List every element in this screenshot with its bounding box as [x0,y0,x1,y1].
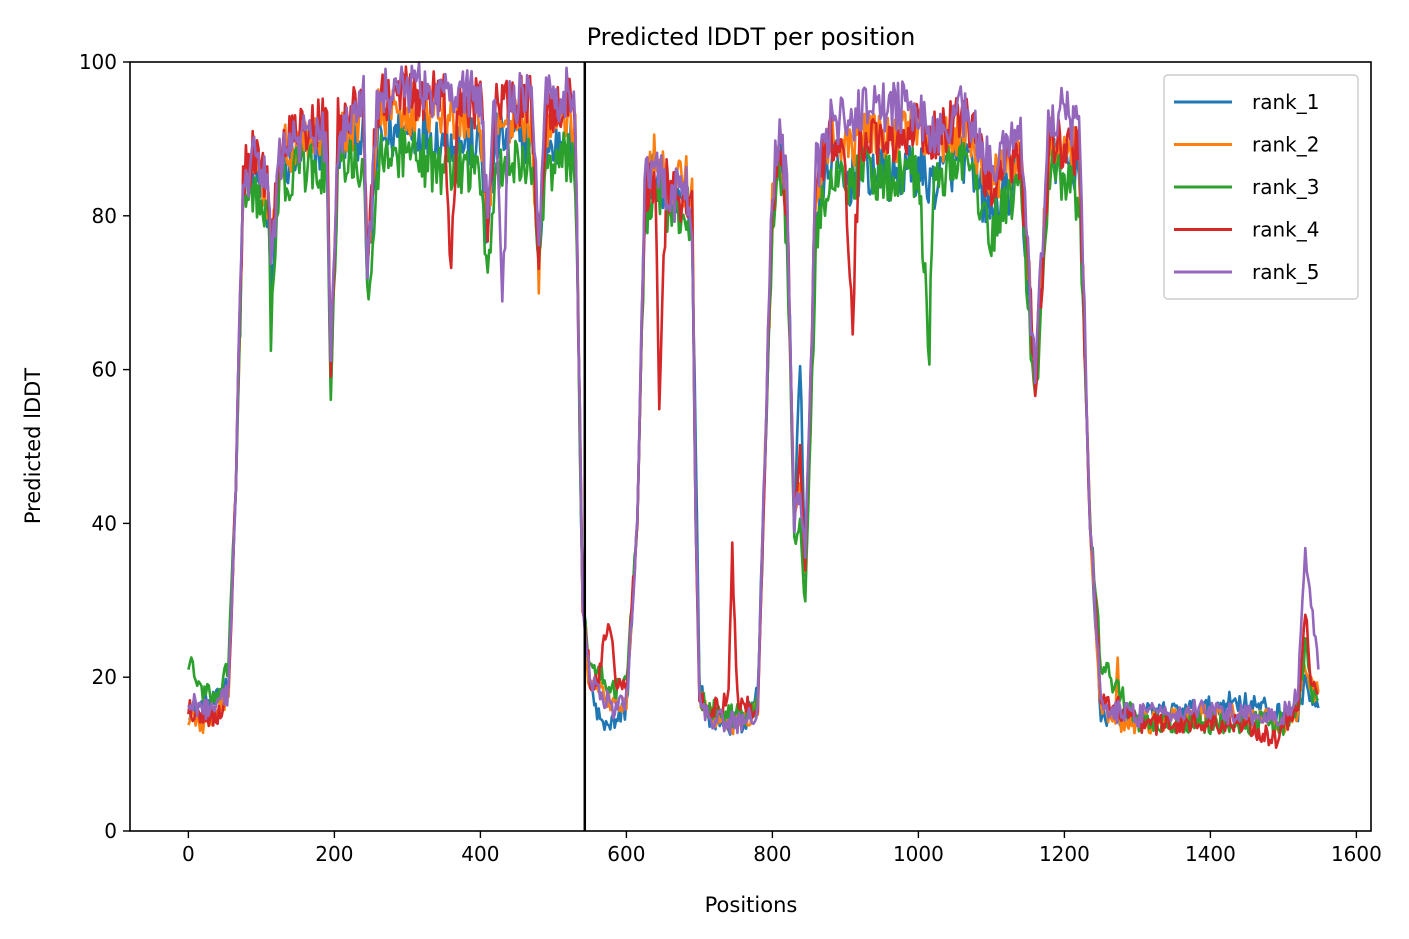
x-axis-title: Positions [705,893,798,917]
legend-label-rank_4: rank_4 [1252,218,1319,242]
y-tick-label: 60 [92,358,117,382]
legend-label-rank_3: rank_3 [1252,175,1319,199]
x-tick-label: 1400 [1185,842,1236,866]
x-tick-label: 1000 [893,842,944,866]
x-tick-label: 200 [315,842,353,866]
legend-label-rank_2: rank_2 [1252,133,1319,157]
y-tick-label: 100 [79,50,117,74]
y-axis-title: Predicted lDDT [21,368,45,524]
legend: rank_1 rank_2 rank_3 rank_4 rank_5 [1163,74,1359,300]
series-line-rank_5 [187,62,1320,735]
x-tick-label: 1200 [1039,842,1090,866]
chart-title: Predicted lDDT per position [587,23,916,51]
y-tick-label: 20 [92,665,117,689]
x-tick-label: 0 [182,842,195,866]
series-line-rank_4 [187,65,1320,749]
x-tick-label: 600 [607,842,645,866]
y-tick-label: 80 [92,204,117,228]
y-tick-label: 40 [92,511,117,535]
axes-frame [129,61,1372,832]
legend-box [1163,74,1359,300]
axes: 0 200 400 600 800 1000 1200 1400 1600 0 20 40 60 80 10… [79,50,1382,866]
y-tick-label: 0 [104,819,117,843]
x-tick-label: 400 [461,842,499,866]
x-tick-label: 1600 [1331,842,1382,866]
legend-label-rank_5: rank_5 [1252,260,1319,284]
plot-area [187,62,1320,831]
legend-label-rank_1: rank_1 [1252,90,1319,114]
x-tick-label: 800 [753,842,791,866]
